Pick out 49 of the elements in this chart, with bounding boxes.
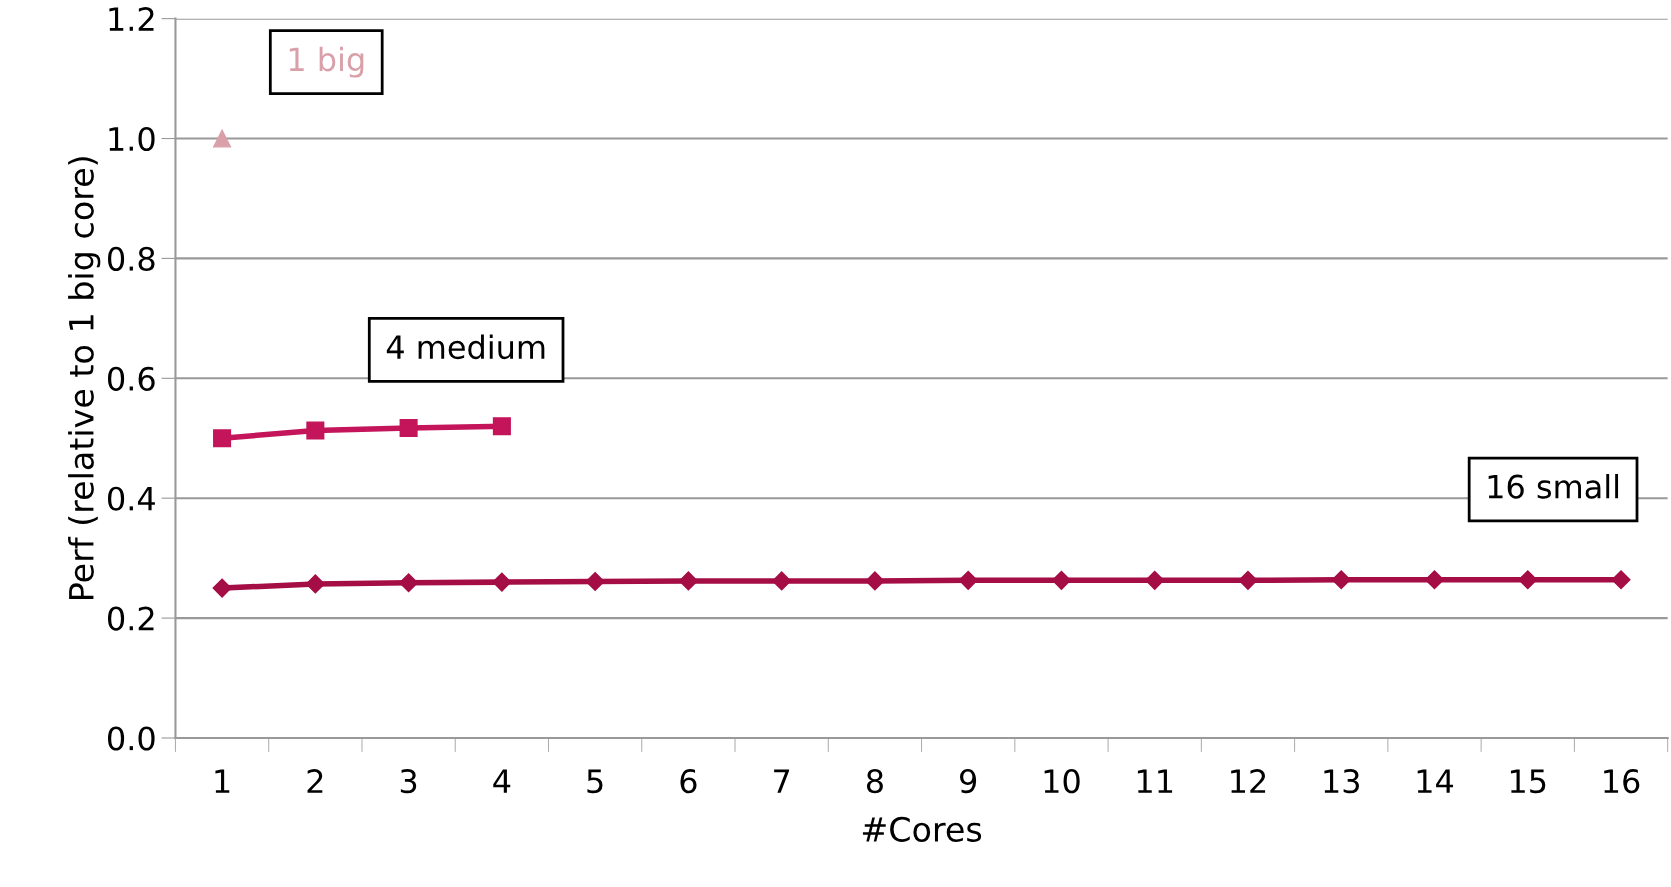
- x-tick-label: 8: [866, 769, 883, 794]
- point: [492, 572, 512, 592]
- x-tick-label: 7: [774, 769, 790, 793]
- x-tick-label: 12: [1231, 769, 1266, 793]
- point: [1145, 570, 1165, 590]
- x-axis-title: #Cores: [862, 816, 982, 842]
- y-tick-label: 0.6: [108, 366, 155, 391]
- point: [1238, 570, 1258, 590]
- point: [399, 419, 418, 438]
- y-axis-title: Perf (relative to 1 big core): [68, 157, 101, 600]
- y-tick-label: 1.2: [109, 7, 154, 31]
- point: [492, 417, 511, 436]
- x-tick-label: 14: [1417, 769, 1454, 793]
- point: [1611, 570, 1631, 590]
- point: [305, 574, 325, 594]
- series-label: 4 medium: [386, 334, 545, 360]
- point: [865, 571, 885, 591]
- x-tick-label: 1: [215, 769, 230, 793]
- x-tick-label: 10: [1044, 769, 1080, 794]
- point: [772, 571, 792, 591]
- point: [1424, 570, 1445, 590]
- point: [1518, 570, 1538, 590]
- x-tick-label: 5: [587, 769, 603, 794]
- x-tick-label: 6: [680, 769, 697, 794]
- point: [399, 573, 419, 593]
- x-tick-label: 16: [1604, 769, 1640, 794]
- point: [213, 429, 232, 448]
- y-tick-label: 0.4: [108, 486, 155, 511]
- point: [1051, 570, 1071, 590]
- x-tick-label: 11: [1137, 769, 1173, 793]
- y-tick-label: 1.0: [109, 126, 155, 152]
- y-tick-label: 0.2: [108, 606, 154, 631]
- y-tick-label: 0.8: [108, 246, 155, 271]
- point: [678, 571, 698, 591]
- point: [213, 129, 232, 148]
- x-tick-label: 4: [493, 769, 511, 793]
- text: 1 big: [289, 46, 364, 78]
- x-tick-label: 15: [1510, 769, 1546, 794]
- x-tick-label: 13: [1324, 769, 1359, 794]
- text: 16 small: [1488, 473, 1619, 499]
- point: [1331, 570, 1351, 590]
- point: [958, 570, 978, 590]
- x-tick-label: 9: [960, 769, 977, 794]
- point: [212, 578, 232, 598]
- point: [306, 421, 325, 440]
- y-tick-label: 0.0: [108, 726, 155, 751]
- point: [585, 571, 605, 592]
- x-tick-label: 2: [307, 769, 323, 793]
- x-tick-label: 3: [400, 769, 417, 794]
